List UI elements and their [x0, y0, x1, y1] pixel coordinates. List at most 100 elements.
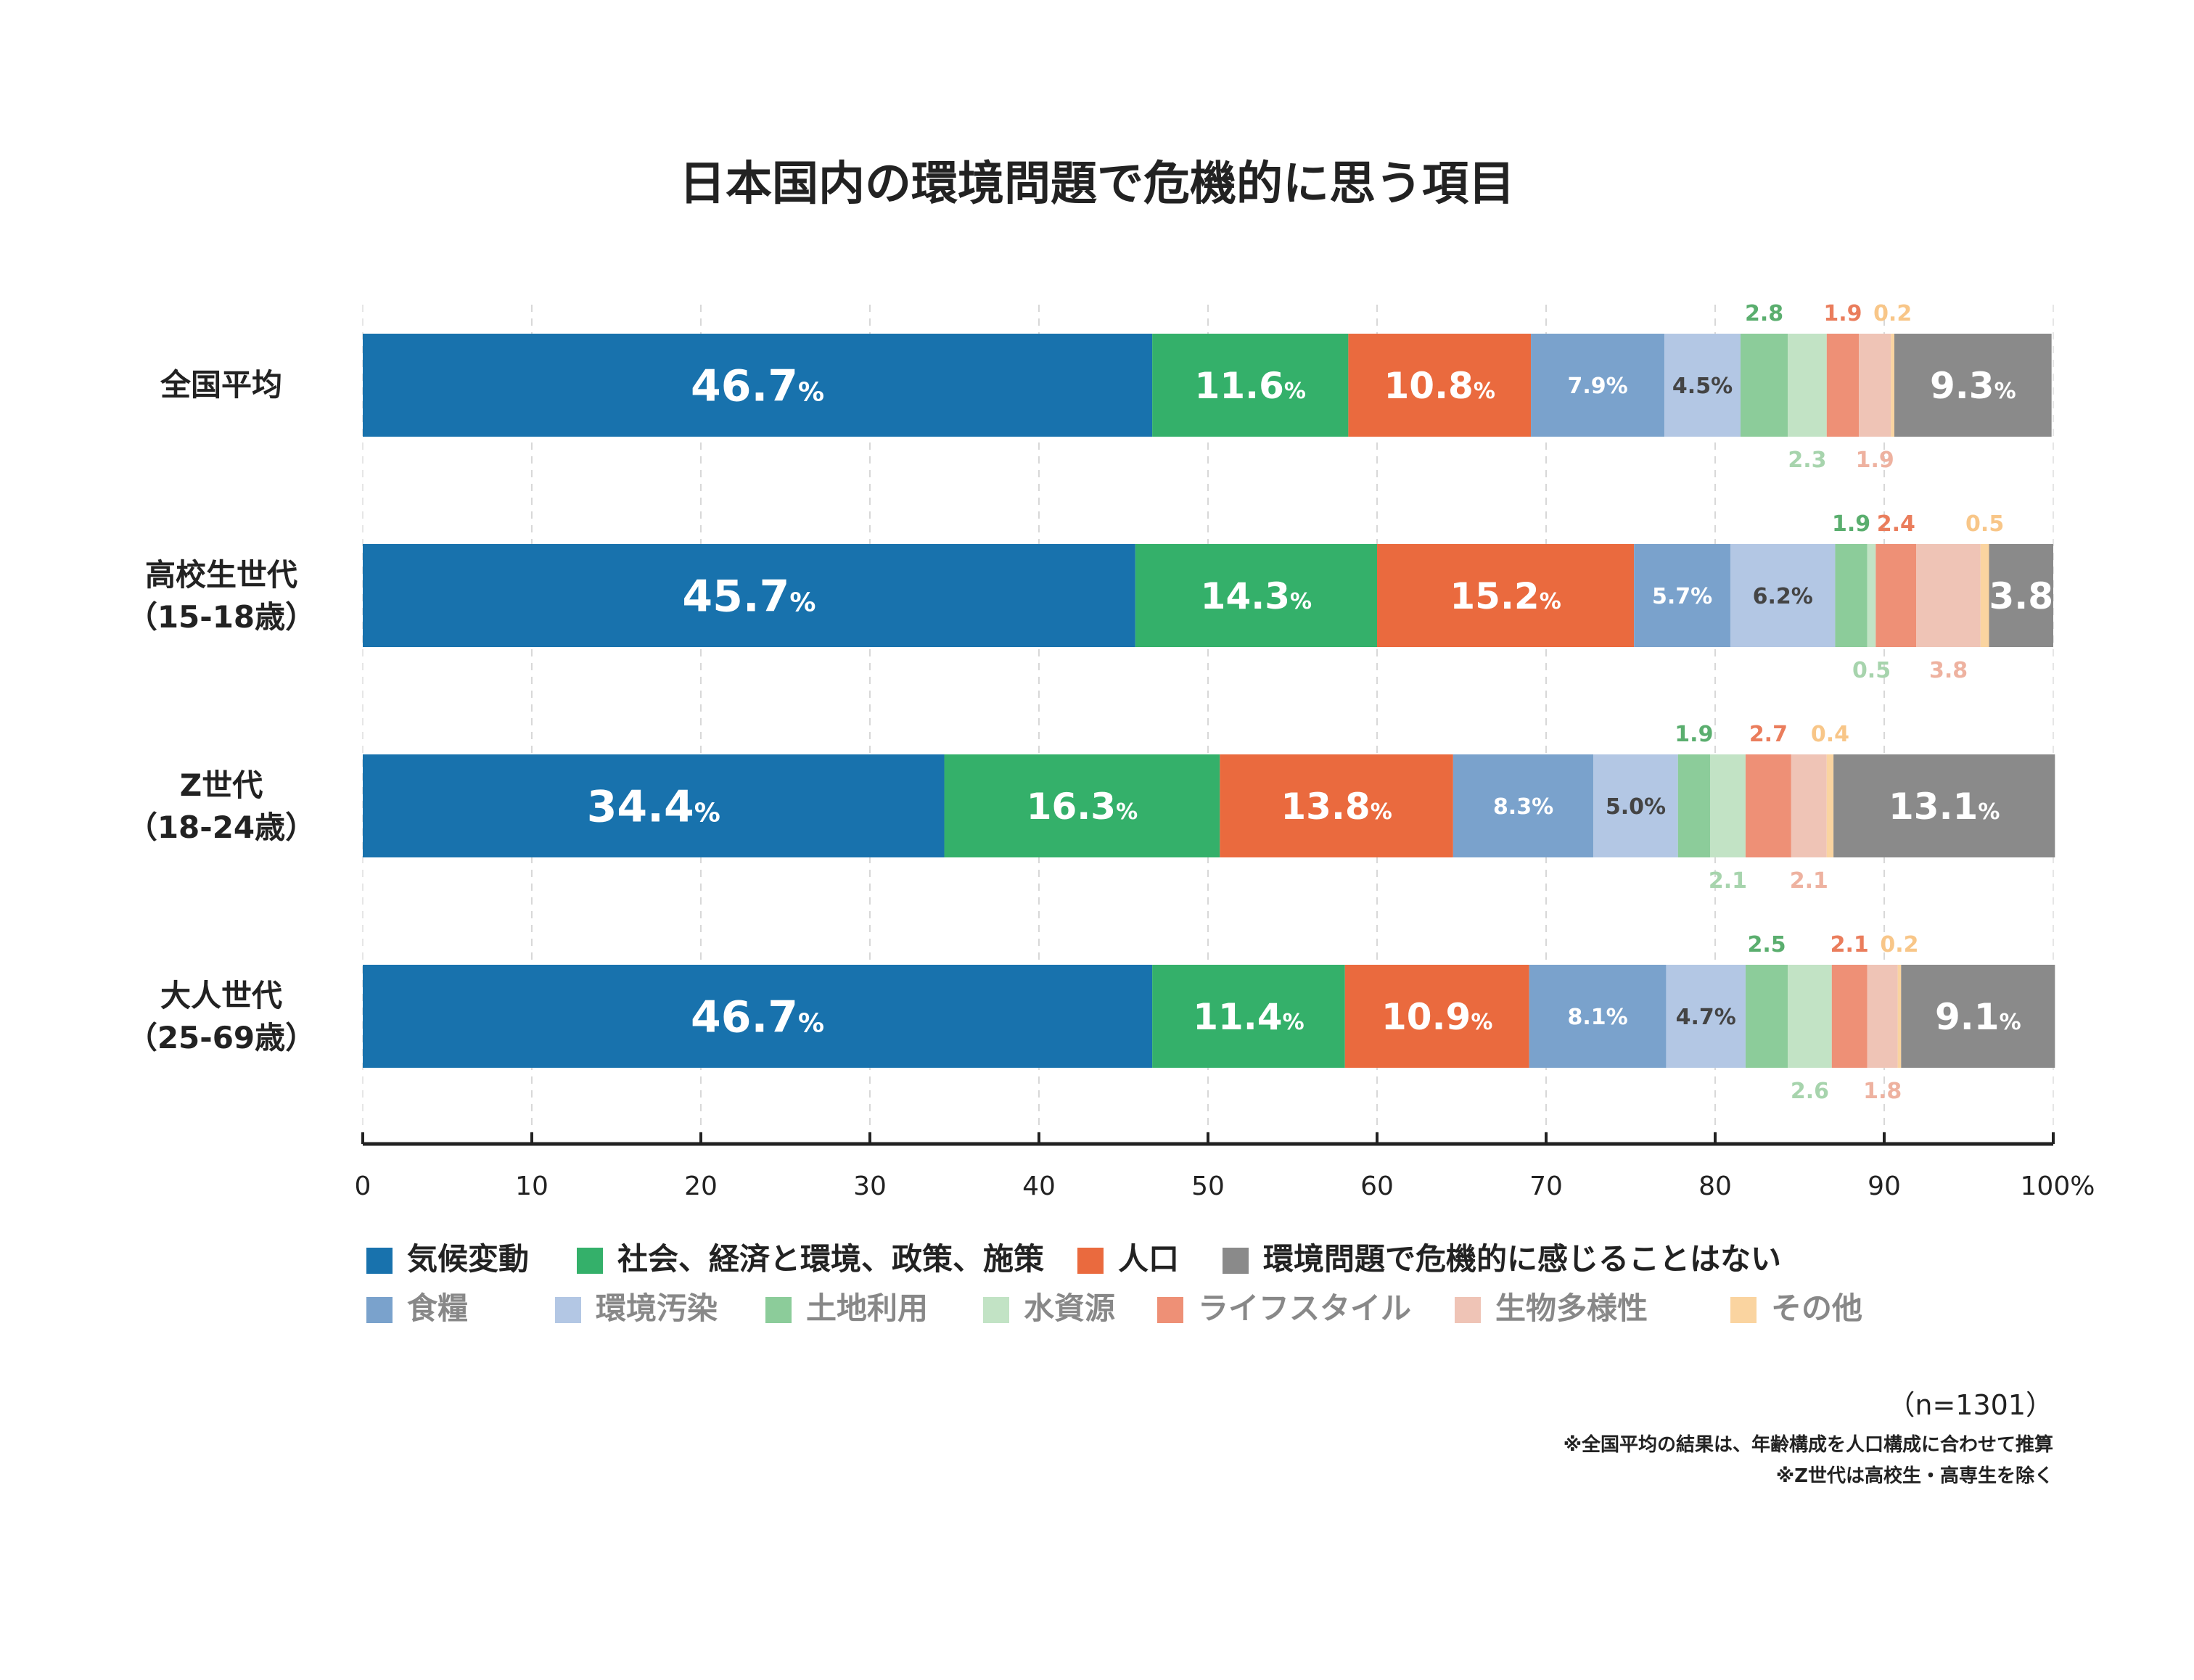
data-label: 0.4 — [1811, 722, 1849, 747]
bar-segment — [1826, 334, 1860, 437]
data-label-unit: % — [1540, 589, 1561, 614]
legend-label: 環境問題で危機的に感じることはない — [1263, 1241, 1781, 1277]
category-label-line: （18-24歳） — [127, 810, 316, 845]
data-label-value: 7.9% — [1567, 374, 1627, 399]
legend-swatch — [366, 1248, 393, 1274]
data-label: 4.5% — [1672, 374, 1733, 399]
data-label-unit: % — [798, 1009, 824, 1039]
data-label: 3.8 — [1929, 658, 1968, 683]
data-label: 10.9% — [1381, 996, 1492, 1038]
bar-segment — [1859, 334, 1891, 437]
data-label: 16.3% — [1027, 786, 1138, 828]
data-label-value: 4.5% — [1672, 374, 1733, 399]
data-label-unit: % — [798, 378, 824, 408]
data-label-value: 34.4 — [587, 782, 694, 833]
legend-label: 社会、経済と環境、政策、施策 — [617, 1241, 1044, 1277]
legend-swatch — [366, 1297, 393, 1323]
legend-label: 生物多様性 — [1495, 1290, 1648, 1326]
data-label-value: 46.7 — [691, 992, 798, 1043]
bar-segment — [1867, 965, 1898, 1068]
data-label: 8.3% — [1493, 794, 1553, 820]
data-label: 11.6% — [1195, 365, 1306, 407]
tick-label: 40 — [1022, 1172, 1056, 1201]
category-label-line: （15-18歳） — [127, 599, 316, 635]
data-label-value: 8.1% — [1567, 1005, 1627, 1030]
data-label: 5.0% — [1606, 794, 1666, 820]
bar-segment — [363, 965, 1153, 1068]
tick-label: 100% — [2021, 1172, 2095, 1201]
data-label-value: 16.3 — [1027, 786, 1116, 828]
category-label-line: （25-69歳） — [127, 1020, 316, 1055]
data-label-unit: % — [1283, 1010, 1305, 1035]
data-label-unit: % — [2000, 1010, 2021, 1035]
tick-label: 30 — [853, 1172, 887, 1201]
data-label-unit: % — [1290, 589, 1312, 614]
data-label: 13.1% — [1889, 786, 2000, 828]
bar-segment — [1344, 965, 1529, 1068]
legend-swatch — [765, 1297, 792, 1323]
data-label: 0.2 — [1880, 932, 1918, 958]
bar-segment — [1745, 754, 1791, 857]
bar-segment — [1664, 334, 1741, 437]
data-label: 2.8 — [1745, 301, 1783, 326]
data-label-value: 10.9 — [1381, 996, 1471, 1038]
tick-label: 70 — [1529, 1172, 1563, 1201]
category-label: Z世代 （18-24歳） — [127, 767, 316, 845]
category-label: 大人世代 （25-69歳） — [127, 978, 316, 1055]
tick-label: 20 — [684, 1172, 718, 1201]
legend-swatch — [1730, 1297, 1757, 1323]
legend-swatch — [1455, 1297, 1481, 1323]
data-label: 15.2% — [1450, 575, 1561, 617]
data-label-unit: % — [1978, 799, 2000, 825]
legend-label: 環境汚染 — [596, 1290, 718, 1326]
bar-segment — [1989, 544, 2053, 647]
data-label-unit: % — [1471, 1010, 1492, 1035]
data-label-unit: % — [789, 588, 815, 618]
footnote-gen-z: ※Z世代は高校生・高専生を除く — [1776, 1465, 2053, 1487]
category-label-line: 大人世代 — [160, 978, 282, 1013]
chart-title: 日本国内の環境問題で危機的に思う項目 — [679, 157, 1515, 211]
data-label: 0.5 — [1852, 658, 1891, 683]
bar-segment — [1891, 334, 1894, 437]
data-label-value: 46.7 — [691, 361, 798, 412]
tick-label: 10 — [515, 1172, 548, 1201]
data-label-value: 15.2 — [1450, 575, 1539, 617]
bar-segment — [1220, 754, 1453, 857]
data-label-value: 3.8 — [1989, 575, 2053, 617]
data-label: 1.8 — [1863, 1079, 1902, 1104]
data-label-unit: % — [1371, 799, 1392, 825]
bar-segment — [1826, 754, 1834, 857]
data-label-unit: % — [694, 799, 720, 828]
data-label-unit: % — [1474, 379, 1495, 404]
data-label-value: 4.7% — [1676, 1005, 1736, 1030]
bar-segment — [1529, 965, 1667, 1068]
bar-segment — [1875, 544, 1917, 647]
data-label-value: 10.8 — [1384, 365, 1473, 407]
data-label: 9.3% — [1930, 365, 2016, 407]
bar-segment — [1745, 965, 1788, 1068]
bar-segment — [363, 544, 1135, 647]
data-label-value: 5.7% — [1652, 584, 1712, 609]
data-label-value: 14.3 — [1201, 575, 1290, 617]
data-label: 45.7% — [682, 572, 815, 622]
tick-label: 80 — [1698, 1172, 1732, 1201]
data-label: 10.8% — [1384, 365, 1495, 407]
data-label: 5.7% — [1652, 584, 1712, 609]
data-label: 0.2 — [1873, 301, 1912, 326]
data-label: 6.2% — [1753, 584, 1813, 609]
bar-segment — [944, 754, 1220, 857]
bar-segment — [1135, 544, 1377, 647]
data-label-value: 13.1 — [1889, 786, 1978, 828]
data-label-unit: % — [1284, 379, 1306, 404]
data-label: 11.4% — [1193, 996, 1304, 1038]
footnote-national-average: ※全国平均の結果は、年齢構成を人口構成に合わせて推算 — [1564, 1433, 2053, 1456]
legend-swatch — [1157, 1297, 1183, 1323]
legend-swatch — [577, 1248, 603, 1274]
data-label-value: 9.1 — [1935, 996, 2000, 1038]
bar-segment — [1152, 965, 1345, 1068]
data-label: 0.5 — [1965, 511, 2004, 537]
legend-label: 土地利用 — [806, 1290, 928, 1326]
bar-segment — [1377, 544, 1635, 647]
